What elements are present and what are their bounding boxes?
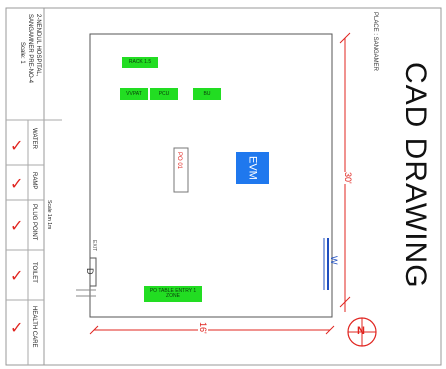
facility-ramp: RAMP: [31, 172, 37, 190]
po-table-label: PO 01: [176, 152, 182, 170]
room-outline: [89, 33, 333, 318]
header-line: 2-NENDUL HOSPITAL,: [35, 14, 41, 77]
bottom-table-box: PO TABLE ENTRY 1 ZONE: [144, 286, 202, 302]
header-line: SANGAMNER PRE-NO-4: [27, 14, 33, 84]
sheet-border: [5, 7, 442, 366]
horizontal-dimension-tick: [325, 325, 335, 335]
facility-toilet: TOILET: [31, 262, 37, 283]
facility-plug-point: PLUG POINT: [31, 204, 37, 241]
vertical-dimension-tick: [339, 296, 351, 308]
north-label: N: [357, 325, 365, 337]
header-line: Scale: 1: [19, 42, 25, 64]
door-frame: [89, 257, 97, 287]
vertical-dimension-label: 30': [343, 172, 353, 184]
exit-marker: EXIT: [91, 240, 97, 252]
scale-note: Scale 1m 1m: [46, 200, 52, 230]
place-label: PLACE : SANGAMER: [372, 12, 378, 72]
vvpat-box: VVPAT: [120, 88, 148, 100]
horizontal-dimension-label: 16': [198, 322, 208, 334]
rack-box: RACK 1.5: [122, 57, 158, 68]
bu-box: BU: [193, 88, 221, 100]
pcu-box: PCU: [150, 88, 178, 100]
facility-check-icon: ✓: [10, 266, 24, 285]
facility-check-icon: ✓: [10, 174, 24, 193]
evm-box: EVM: [236, 152, 269, 184]
horizontal-dimension-tick: [89, 325, 99, 335]
po-table: [173, 147, 189, 193]
door-label: D: [85, 268, 95, 275]
facility-water: WATER: [31, 128, 37, 149]
facility-check-icon: ✓: [10, 136, 24, 155]
drawing-title: CAD DRAWING: [399, 62, 432, 289]
facility-check-icon: ✓: [10, 318, 24, 337]
facility-check-icon: ✓: [10, 216, 24, 235]
window-label: W: [329, 256, 339, 265]
facility-health-care: HEALTH CARE: [31, 306, 37, 348]
vertical-dimension-tick: [339, 32, 351, 44]
